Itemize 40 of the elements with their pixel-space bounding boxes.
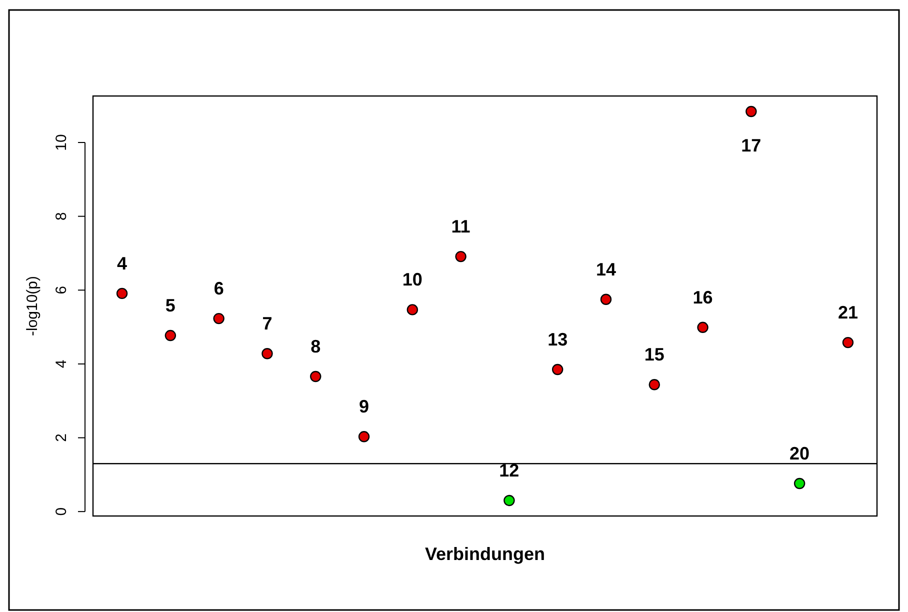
point: [746, 106, 757, 118]
point: [116, 288, 128, 300]
y-tick-label: 8: [53, 212, 70, 220]
point: [358, 431, 370, 442]
series-label: 8: [310, 336, 321, 356]
point: [697, 322, 708, 334]
series-label: 12: [499, 460, 520, 480]
x-axis-title: Verbindungen: [424, 544, 546, 564]
series-label: 15: [644, 344, 664, 365]
point: [842, 336, 854, 348]
series-label: 13: [548, 329, 568, 350]
series-label: 16: [692, 287, 713, 308]
series-label: 9: [359, 396, 370, 417]
y-tick-label: 0: [53, 507, 70, 516]
point: [648, 379, 660, 390]
series-label: 10: [402, 270, 422, 290]
y-tick-label: 10: [53, 134, 70, 151]
point: [794, 478, 806, 490]
point: [406, 304, 418, 316]
y-tick-label: 4: [53, 360, 70, 368]
series-label: 4: [117, 253, 128, 274]
point: [262, 348, 273, 360]
point: [213, 312, 224, 324]
series-label: 20: [790, 444, 810, 464]
series-label: 6: [214, 278, 224, 299]
y-tick-label: 2: [53, 434, 70, 442]
y-tick-label: 6: [53, 286, 70, 294]
point: [552, 364, 564, 376]
series-label: 7: [262, 314, 272, 334]
series-label: 14: [596, 259, 616, 280]
point: [600, 294, 612, 305]
point: [455, 250, 466, 262]
point: [310, 370, 322, 382]
point: [504, 494, 515, 506]
series-label: 5: [165, 296, 176, 316]
series-label: 21: [838, 302, 858, 323]
y-axis-title: -log10(p): [24, 276, 41, 336]
series-label: 17: [741, 136, 762, 156]
point: [164, 330, 176, 342]
series-label: 11: [451, 216, 470, 237]
